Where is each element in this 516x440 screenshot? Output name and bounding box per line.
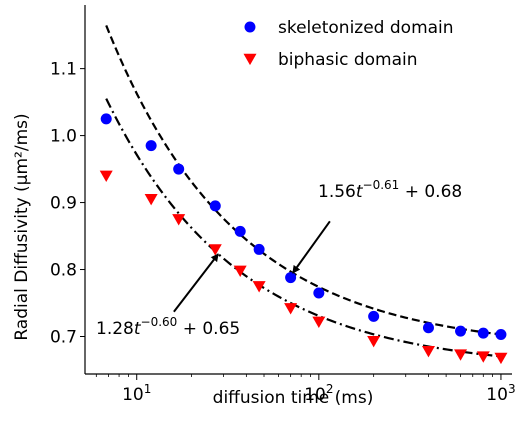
data-point-circle: [313, 287, 325, 299]
y-tick-label: 1.0: [50, 127, 77, 147]
fit-lines: [105, 25, 502, 358]
legend-marker: [243, 53, 257, 66]
legend: skeletonized domain biphasic domain: [243, 18, 454, 70]
data-point-triangle: [476, 351, 490, 363]
fit-equation-label: 1.56t−0.61 + 0.68: [318, 178, 462, 202]
data-point-triangle: [252, 281, 266, 293]
data-point-triangle: [494, 352, 508, 365]
x-tick-label: 102: [304, 382, 333, 405]
data-point-triangle: [144, 194, 158, 206]
data-point-triangle: [99, 170, 113, 182]
data-point-circle: [495, 328, 507, 340]
x-tick-label: 103: [486, 382, 515, 405]
data-point-circle: [477, 327, 489, 339]
legend-label: skeletonized domain: [278, 18, 454, 38]
fit-equation-label: 1.28t−0.60 + 0.65: [96, 315, 240, 339]
annotation-arrow: [173, 253, 219, 313]
data-point-circle: [209, 200, 221, 212]
data-point-triangle: [421, 346, 435, 358]
data-point-triangle: [284, 303, 298, 315]
data-point-triangle: [208, 244, 222, 256]
fit-line-dashed: [105, 25, 502, 336]
data-point-circle: [145, 140, 157, 152]
data-point-triangle: [312, 316, 326, 328]
fit-line-dashdot: [105, 98, 502, 358]
y-tick-label: 0.9: [50, 194, 77, 214]
data-point-circle: [100, 113, 112, 125]
data-point-circle: [368, 310, 380, 322]
y-tick-label: 1.1: [50, 60, 77, 80]
x-axis-label: diffusion time (ms): [213, 388, 374, 408]
axes-frame: [84, 5, 512, 375]
y-axis-label: Radial Diffusivity (μm²/ms): [12, 113, 32, 340]
data-point-circle: [253, 243, 265, 255]
data-point-triangle: [454, 349, 468, 361]
data-markers: [99, 113, 508, 365]
annotations: 1.56t−0.61 + 0.68 1.28t−0.60 + 0.65: [96, 178, 462, 339]
data-point-circle: [455, 325, 467, 337]
legend-label: biphasic domain: [278, 50, 418, 70]
data-point-triangle: [367, 335, 381, 348]
y-axis-ticks: 0.7 0.8 0.9 1.0 1.1: [50, 60, 85, 347]
data-point-triangle: [172, 214, 186, 226]
data-point-triangle: [233, 265, 247, 278]
data-point-circle: [285, 272, 297, 284]
y-tick-label: 0.7: [50, 327, 77, 347]
legend-marker: [244, 21, 256, 33]
data-point-circle: [422, 322, 434, 334]
data-point-circle: [173, 163, 185, 175]
y-tick-label: 0.8: [50, 261, 77, 281]
annotation-arrow: [292, 220, 331, 274]
x-axis-ticks: 101 102 103: [95, 374, 516, 405]
x-tick-label: 101: [122, 382, 151, 405]
data-point-circle: [234, 225, 246, 237]
